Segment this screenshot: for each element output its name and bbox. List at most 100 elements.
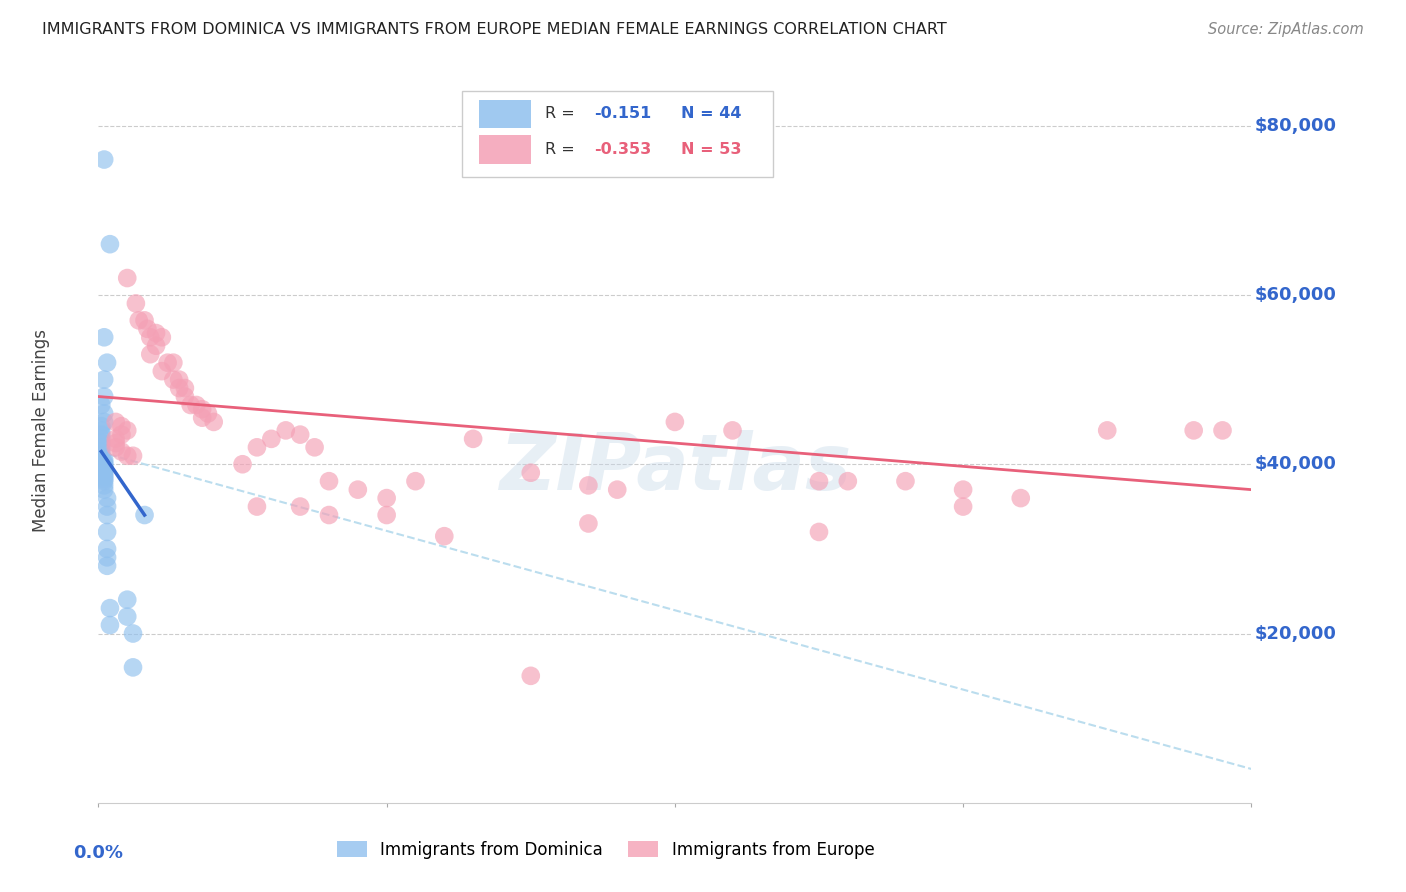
Point <box>93 453 115 467</box>
Point <box>145 326 167 340</box>
Point <box>1182 424 1205 438</box>
Text: $80,000: $80,000 <box>1254 117 1337 135</box>
Point <box>93 330 115 344</box>
Point <box>318 474 340 488</box>
FancyBboxPatch shape <box>479 136 531 164</box>
Point <box>156 356 179 370</box>
Point <box>93 473 115 487</box>
Point <box>93 464 115 478</box>
Point <box>837 474 859 488</box>
Point <box>290 427 312 442</box>
Text: Median Female Earnings: Median Female Earnings <box>32 329 49 532</box>
Point <box>90 440 112 454</box>
Text: Source: ZipAtlas.com: Source: ZipAtlas.com <box>1208 22 1364 37</box>
Point <box>375 508 398 522</box>
Point <box>405 474 427 488</box>
Point <box>578 478 600 492</box>
Point <box>117 424 139 438</box>
Text: -0.353: -0.353 <box>595 142 651 157</box>
Point <box>167 373 190 387</box>
Point <box>346 483 368 497</box>
Point <box>90 436 112 450</box>
Text: $60,000: $60,000 <box>1254 286 1337 304</box>
Text: $20,000: $20,000 <box>1254 624 1337 642</box>
Point <box>117 449 139 463</box>
Point <box>98 618 121 632</box>
Point <box>96 508 118 522</box>
Point <box>90 419 112 434</box>
Point <box>96 500 118 514</box>
Point <box>117 592 139 607</box>
Point <box>96 550 118 565</box>
Point <box>110 419 132 434</box>
Point <box>1097 424 1119 438</box>
Point <box>93 407 115 421</box>
Point <box>150 364 173 378</box>
Point <box>93 468 115 483</box>
Point <box>93 415 115 429</box>
Point <box>104 436 127 450</box>
Point <box>202 415 225 429</box>
Point <box>90 444 112 458</box>
Point <box>93 458 115 473</box>
Legend: Immigrants from Dominica, Immigrants from Europe: Immigrants from Dominica, Immigrants fro… <box>330 834 882 865</box>
Text: 0.0%: 0.0% <box>73 844 124 862</box>
Point <box>578 516 600 531</box>
Point <box>90 398 112 412</box>
Point <box>122 626 145 640</box>
Point <box>136 322 159 336</box>
Text: -0.151: -0.151 <box>595 106 651 121</box>
Point <box>98 601 121 615</box>
Point <box>117 271 139 285</box>
Point <box>952 500 974 514</box>
Point <box>139 347 162 361</box>
Text: N = 53: N = 53 <box>681 142 741 157</box>
Point <box>318 508 340 522</box>
Point <box>186 398 208 412</box>
Point <box>606 483 628 497</box>
Point <box>180 398 202 412</box>
Point <box>139 330 162 344</box>
Point <box>98 237 121 252</box>
Point <box>520 669 543 683</box>
Point <box>246 500 269 514</box>
Point <box>162 356 184 370</box>
Point <box>93 457 115 471</box>
Point <box>125 296 148 310</box>
Point <box>90 424 112 438</box>
Point <box>664 415 686 429</box>
Point <box>104 440 127 454</box>
Point <box>96 491 118 505</box>
Point <box>290 500 312 514</box>
Point <box>93 373 115 387</box>
Text: R =: R = <box>544 106 574 121</box>
Text: R =: R = <box>544 142 574 157</box>
Point <box>90 427 112 442</box>
Point <box>96 558 118 573</box>
Point <box>96 524 118 539</box>
Point <box>93 474 115 488</box>
Point <box>90 449 112 463</box>
Point <box>93 456 115 470</box>
Point <box>110 427 132 442</box>
Point <box>461 432 484 446</box>
Point <box>128 313 150 327</box>
Point <box>122 660 145 674</box>
Point <box>246 440 269 454</box>
Point <box>520 466 543 480</box>
Point <box>93 470 115 484</box>
Text: N = 44: N = 44 <box>681 106 741 121</box>
Point <box>96 541 118 556</box>
Point <box>231 457 254 471</box>
Point <box>93 153 115 167</box>
Point <box>808 474 831 488</box>
Point <box>433 529 456 543</box>
Point <box>174 381 197 395</box>
Point <box>174 390 197 404</box>
Text: $40,000: $40,000 <box>1254 455 1337 474</box>
Point <box>150 330 173 344</box>
Point <box>808 524 831 539</box>
Point <box>191 410 214 425</box>
Point <box>134 508 156 522</box>
Point <box>134 313 156 327</box>
